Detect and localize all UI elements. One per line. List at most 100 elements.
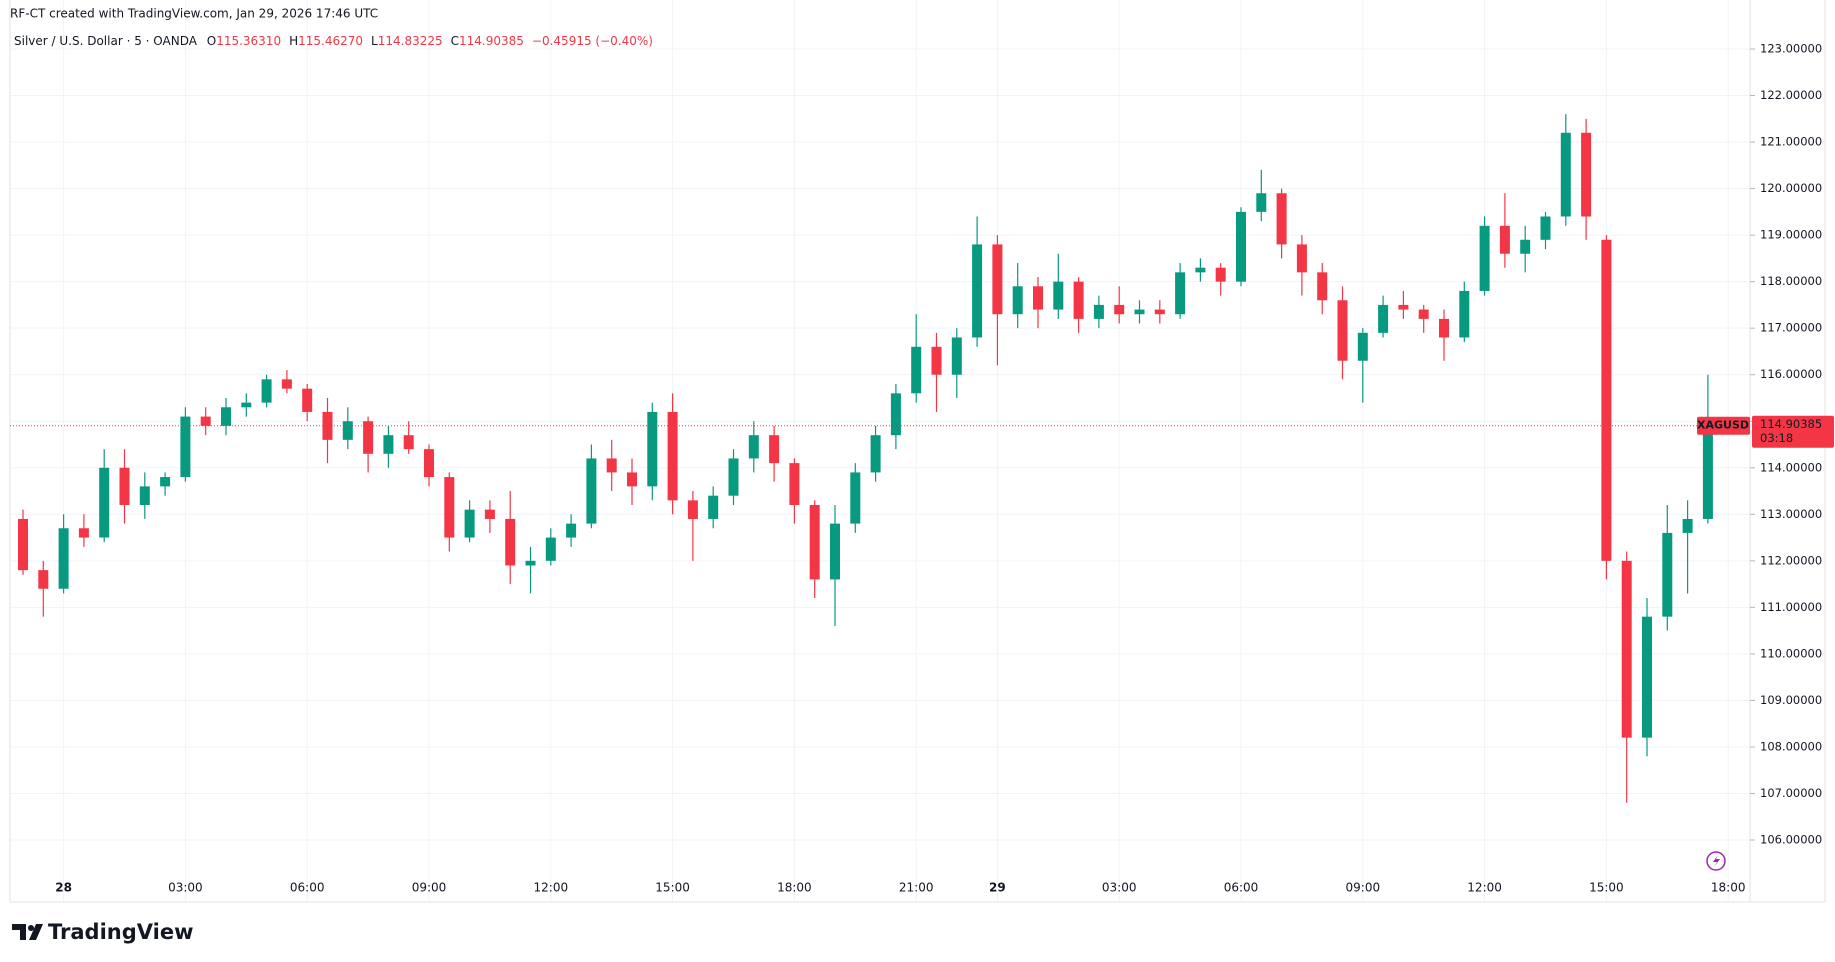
candle-body — [1236, 211, 1246, 282]
candle-body — [1093, 304, 1104, 319]
ticker-tag — [1697, 416, 1750, 435]
candle-body — [1378, 304, 1389, 333]
y-tick-label: 113.00000 — [1760, 507, 1822, 521]
candle-body — [525, 560, 536, 566]
candle-body — [383, 435, 394, 454]
x-tick-label: 18:00 — [777, 881, 812, 895]
candle-body — [1134, 309, 1145, 315]
candle-body — [1439, 318, 1449, 338]
x-tick-label: 09:00 — [412, 881, 447, 895]
candle-body — [1601, 239, 1612, 561]
candle-body — [241, 402, 252, 408]
candle-body — [1459, 290, 1470, 338]
x-tick-label: 29 — [989, 881, 1006, 895]
candle-body — [1357, 332, 1368, 361]
candle-body — [972, 244, 983, 338]
candle-body — [1581, 132, 1592, 217]
candle-body — [830, 523, 840, 580]
y-tick-label: 120.00000 — [1760, 181, 1822, 195]
candle-body — [931, 346, 942, 375]
x-tick-label: 12:00 — [534, 881, 569, 895]
x-tick-label: 15:00 — [655, 881, 690, 895]
candle-body — [890, 393, 901, 436]
candle-body — [667, 411, 678, 501]
candle-body — [58, 528, 69, 589]
candle-body — [1682, 518, 1693, 533]
x-tick-label: 03:00 — [168, 881, 203, 895]
candle-body — [1499, 225, 1510, 254]
candle-body — [424, 449, 434, 478]
ohlc-value: 114.83225 — [378, 34, 443, 48]
y-tick-label: 116.00000 — [1760, 367, 1822, 381]
candle-body — [261, 379, 272, 403]
candle-body — [403, 435, 414, 450]
x-tick-label: 18:00 — [1711, 881, 1746, 895]
y-tick-label: 117.00000 — [1760, 321, 1822, 335]
ohlc-label: O — [207, 34, 216, 48]
y-tick-label: 112.00000 — [1760, 553, 1822, 567]
candle-body — [180, 416, 191, 478]
candle-body — [505, 518, 516, 566]
candle-body — [1175, 272, 1186, 315]
candle-body — [708, 495, 719, 519]
alert-icon[interactable] — [1706, 851, 1726, 871]
candle-body — [1560, 132, 1571, 217]
x-tick-label: 15:00 — [1589, 881, 1624, 895]
candle-body — [627, 472, 637, 487]
countdown: 03:18 — [1760, 431, 1793, 445]
y-tick-label: 118.00000 — [1760, 274, 1822, 288]
candle-body — [99, 467, 110, 538]
candle-body — [139, 486, 150, 505]
candle-body — [1540, 216, 1551, 240]
candle-body — [302, 388, 313, 412]
ohlc-label: H — [289, 34, 298, 48]
candle-body — [748, 435, 759, 459]
candle-body — [1702, 425, 1713, 519]
logo-mark — [12, 924, 26, 940]
candle-body — [870, 435, 881, 473]
price-tag — [1752, 415, 1834, 448]
candle-body — [18, 518, 28, 571]
candle-body — [78, 528, 89, 538]
candle-body — [1012, 286, 1023, 315]
candle-body — [728, 458, 739, 496]
candle-body — [1215, 267, 1226, 282]
candle-body — [1033, 286, 1043, 310]
candle-body — [1398, 304, 1409, 310]
x-tick-label: 09:00 — [1346, 881, 1381, 895]
ticker-label: XAGUSD — [1697, 419, 1749, 432]
candle-body — [119, 467, 130, 505]
candle-body — [160, 477, 171, 487]
candle-body — [363, 421, 374, 454]
candle-body — [322, 411, 333, 440]
candle-body — [545, 537, 556, 561]
y-tick-label: 119.00000 — [1760, 228, 1822, 242]
logo-slash — [29, 924, 43, 940]
candle-body — [342, 421, 353, 440]
candle-body — [1154, 309, 1165, 315]
y-tick-label: 109.00000 — [1760, 693, 1822, 707]
x-tick-label: 03:00 — [1102, 881, 1137, 895]
candle-body — [566, 523, 577, 538]
candle-body — [1195, 267, 1206, 273]
price-tag-label: 114.90385 — [1760, 417, 1822, 431]
brand: TradingView — [48, 920, 193, 944]
candle-body — [911, 346, 922, 394]
x-tick-label: 06:00 — [290, 881, 325, 895]
candle-body — [1479, 225, 1490, 291]
ohlc-value: 115.46270 — [298, 34, 363, 48]
candle-body — [789, 463, 800, 505]
candle-body — [1317, 272, 1328, 301]
candle-body — [606, 458, 617, 473]
candle-body — [1418, 309, 1429, 319]
candle-body — [1256, 193, 1267, 212]
x-tick-label: 06:00 — [1224, 881, 1259, 895]
alert-bolt — [1713, 855, 1720, 867]
candle-body — [221, 407, 231, 426]
candle-body — [444, 477, 455, 538]
candle-body — [1073, 281, 1084, 319]
candle-body — [1337, 300, 1348, 361]
candle-body — [200, 416, 211, 426]
ohlc-value: 115.36310 — [216, 34, 281, 48]
candle-body — [1621, 560, 1632, 738]
